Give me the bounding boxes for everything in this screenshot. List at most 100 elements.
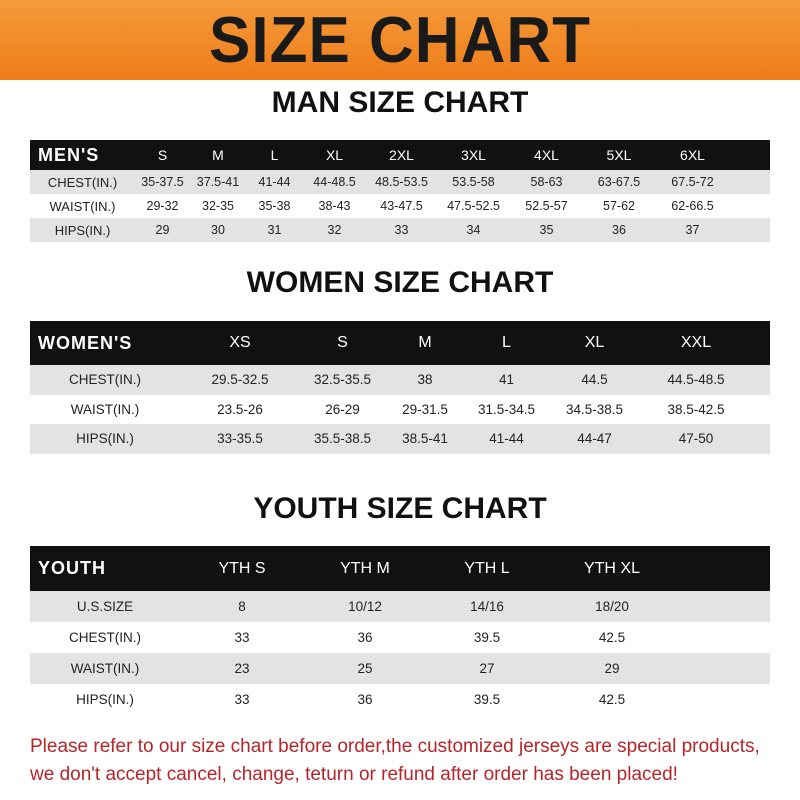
row-label: CHEST(IN.) (69, 372, 141, 388)
cell: 31 (267, 223, 282, 237)
table-row: HIPS(IN.) 29 30 31 32 33 34 35 36 37 (30, 218, 770, 242)
cell: 31.5-34.5 (477, 401, 536, 417)
cell: 39.5 (473, 692, 501, 707)
cell: 4XL (534, 147, 559, 163)
cell: 47-50 (678, 431, 714, 447)
cell: YTH L (464, 559, 510, 577)
cell: 67.5-72 (671, 175, 714, 189)
cell: 35-37.5 (141, 175, 184, 189)
cell: YTH XL (583, 559, 640, 577)
cell: 6XL (680, 147, 705, 163)
cell: 43-47.5 (380, 199, 423, 213)
row-label: MEN'S (38, 144, 100, 165)
youth-heading: YOUTH SIZE CHART (253, 492, 547, 525)
cell: 23.5-26 (217, 401, 263, 417)
cell: 62-66.5 (671, 199, 714, 213)
cell: 27 (479, 661, 495, 676)
cell: 41-44 (489, 431, 524, 447)
cell: 29 (604, 661, 620, 676)
cell: 35.5-38.5 (313, 431, 372, 447)
cell: 44.5-48.5 (667, 372, 725, 388)
cell: XL (325, 147, 344, 163)
cell: 34 (466, 223, 481, 237)
row-label: HIPS(IN.) (76, 692, 134, 707)
cell: 3XL (461, 147, 486, 163)
men-heading: MAN SIZE CHART (271, 86, 529, 119)
cell: 44-48.5 (313, 175, 356, 189)
cell: 48.5-53.5 (375, 175, 428, 189)
cell: 37.5-41 (196, 175, 240, 189)
table-row: CHEST(IN.) 29.5-32.5 32.5-35.5 38 41 44.5 44.5… (30, 365, 770, 395)
cell: 23 (234, 661, 250, 676)
row-label: HIPS(IN.) (76, 431, 134, 447)
page-title: SIZE CHART (209, 3, 591, 77)
cell: 37 (685, 223, 700, 237)
cell: 44-47 (577, 431, 612, 447)
cell: YTH M (340, 559, 390, 577)
cell: 58-63 (530, 175, 563, 189)
table-row: WAIST(IN.) 23.5-26 26-29 29-31.5 31.5-34.5 34… (30, 394, 770, 424)
table-row: CHEST(IN.) 33 36 39.5 42.5 (30, 622, 770, 653)
cell: L (502, 334, 511, 351)
cell: 47.5-52.5 (447, 199, 500, 213)
cell: L (270, 147, 279, 163)
table-row: WAIST(IN.) 23 25 27 29 (30, 653, 770, 684)
cell: 52.5-57 (525, 199, 568, 213)
row-label: CHEST(IN.) (47, 174, 118, 190)
cell: M (418, 334, 432, 351)
row-label: WAIST(IN.) (49, 198, 116, 214)
header-row: YOUTH YTH S YTH M YTH L YTH XL (30, 546, 770, 591)
cell: 30 (211, 223, 225, 237)
cell: 8 (238, 599, 246, 614)
cell: 38.5-41 (402, 431, 448, 447)
cell: 39.5 (473, 630, 501, 645)
notice-line-1: Please refer to our size chart before or… (30, 736, 760, 757)
header-row: MEN'S S M L XL 2XL 3XL 4XL 5XL 6XL (30, 140, 770, 170)
cell: 32.5-35.5 (313, 372, 372, 388)
cell: 2XL (389, 147, 414, 163)
cell: XL (584, 334, 605, 351)
cell: 33-35.5 (217, 431, 263, 447)
cell: 36 (357, 692, 373, 707)
row-label: YOUTH (38, 558, 106, 578)
women-heading: WOMEN SIZE CHART (246, 266, 554, 299)
cell: 29-31.5 (402, 401, 448, 417)
women-size-table: WOMEN'S XS S M L XL XXL CHEST(IN.) 29.5-32.5 32.5… (30, 321, 770, 454)
cell: 29.5-32.5 (211, 372, 269, 388)
cell: 26-29 (325, 401, 360, 417)
title-banner: SIZE CHART (0, 0, 800, 80)
youth-size-table: YOUTH YTH S YTH M YTH L YTH XL U.S.SIZE 8 10/12… (30, 546, 770, 715)
cell: S (337, 334, 348, 351)
cell: 29 (155, 223, 170, 237)
cell: 53.5-58 (452, 175, 495, 189)
cell: 63-67.5 (597, 175, 641, 189)
cell: 38-43 (318, 199, 351, 213)
cell: 35 (539, 223, 554, 237)
row-label: U.S.SIZE (76, 599, 134, 614)
notice-line-2: we don't accept cancel, change, teturn o… (30, 764, 678, 785)
cell: 33 (234, 630, 250, 645)
cell: 32-35 (202, 199, 234, 213)
table-row: HIPS(IN.) 33-35.5 35.5-38.5 38.5-41 41-44 44-… (30, 424, 770, 454)
cell: 25 (357, 661, 373, 676)
table-row: HIPS(IN.) 33 36 39.5 42.5 (30, 684, 770, 715)
cell: 36 (612, 223, 626, 237)
cell: 33 (394, 223, 409, 237)
row-label: WAIST(IN.) (70, 661, 140, 676)
cell: 34.5-38.5 (565, 401, 624, 417)
cell: XXL (680, 334, 712, 351)
cell: 10/12 (348, 599, 382, 614)
cell: M (212, 147, 224, 163)
row-label: WOMEN'S (38, 332, 133, 353)
cell: 18/20 (595, 599, 629, 614)
cell: XS (229, 334, 251, 351)
cell: 35-38 (258, 199, 291, 213)
cell: 32 (327, 223, 342, 237)
table-row: U.S.SIZE 8 10/12 14/16 18/20 (30, 591, 770, 622)
cell: YTH S (218, 559, 266, 577)
cell: 42.5 (598, 692, 626, 707)
table-row: CHEST(IN.) 35-37.5 37.5-41 41-44 44-48.5 48.5… (30, 170, 770, 194)
men-size-table: MEN'S S M L XL 2XL 3XL 4XL 5XL 6XL CHEST(IN.) 35-37… (30, 140, 770, 242)
table-row: WAIST(IN.) 29-32 32-35 35-38 38-43 43-47.5 47.… (30, 194, 770, 218)
cell: S (157, 147, 168, 163)
